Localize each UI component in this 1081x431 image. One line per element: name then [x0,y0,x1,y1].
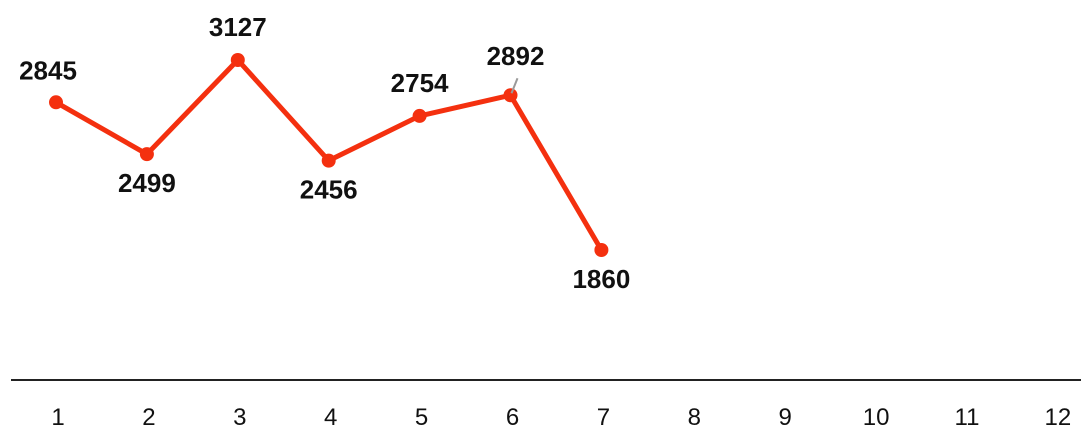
x-tick-label-8: 8 [688,404,701,431]
x-tick-label-2: 2 [142,404,155,431]
data-point-1 [49,95,63,110]
x-axis-ticks: 1 2 3 4 5 6 7 8 9 10 11 12 [51,404,1071,431]
data-point-6 [503,88,518,103]
data-label-7: 1860 [572,264,630,294]
data-point-7 [594,243,609,257]
x-tick-label-11: 11 [955,404,980,431]
x-tick-label-7: 7 [597,404,610,431]
x-tick-label-4: 4 [324,404,337,431]
x-tick-label-10: 10 [863,404,890,431]
x-tick-label-6: 6 [506,404,519,431]
x-tick-label-12: 12 [1045,404,1072,431]
x-tick-label-1: 1 [51,404,64,431]
data-labels: 2845 2499 3127 2456 2754 2892 1860 [19,12,630,294]
data-label-5: 2754 [391,68,449,98]
data-label-6: 2892 [487,41,545,71]
x-tick-label-5: 5 [415,404,428,431]
data-point-5 [412,108,427,123]
data-label-4: 2456 [300,175,358,205]
data-label-3: 3127 [209,12,267,42]
data-point-2 [139,147,154,162]
data-point-3 [230,53,245,67]
label-leader-line-6 [510,77,519,94]
data-label-1: 2845 [19,55,77,85]
x-tick-label-3: 3 [233,404,246,431]
series-group [49,53,609,257]
data-point-4 [321,153,336,168]
x-tick-label-9: 9 [779,404,792,431]
data-label-2: 2499 [118,168,176,198]
